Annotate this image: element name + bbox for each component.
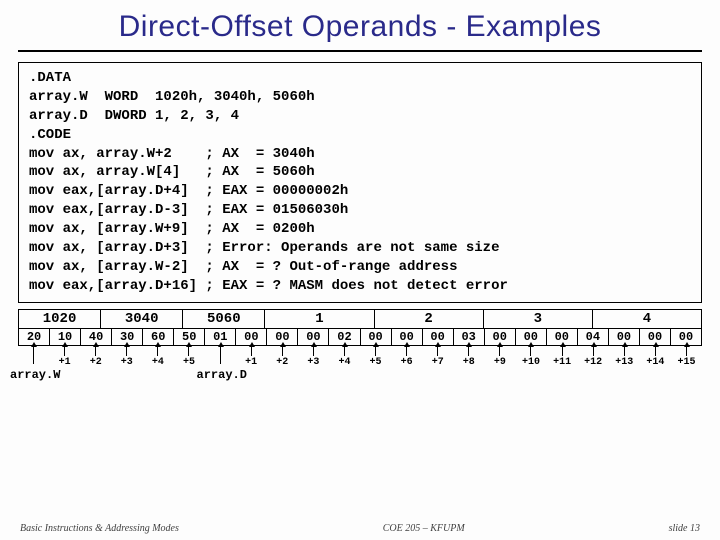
offset-label: +14	[640, 357, 671, 368]
offset-label: +5	[173, 357, 204, 368]
offset-label: +3	[111, 357, 142, 368]
offset-label: +1	[236, 357, 267, 368]
offset-label: +8	[453, 357, 484, 368]
offset-label: +9	[484, 357, 515, 368]
offset-label: +15	[671, 357, 702, 368]
footer: Basic Instructions & Addressing Modes CO…	[0, 523, 720, 534]
dword-cell: 1	[265, 310, 374, 328]
word-cell: 1020	[19, 310, 101, 328]
offset-pointer: +7	[422, 346, 453, 368]
offset-label: +7	[422, 357, 453, 368]
offset-label: +2	[80, 357, 111, 368]
footer-right: slide 13	[669, 523, 700, 534]
offset-label: +13	[609, 357, 640, 368]
offset-label: +2	[267, 357, 298, 368]
word-dword-row: 1020304050601234	[18, 309, 702, 329]
offset-pointer: +1	[236, 346, 267, 368]
offset-pointer: +14	[640, 346, 671, 368]
byte-row: 2010403060500100000002000000030000000400…	[18, 329, 702, 346]
offset-label: +6	[391, 357, 422, 368]
offset-pointer: +11	[547, 346, 578, 368]
memory-layout: 1020304050601234 20104030605001000000020…	[18, 309, 702, 346]
array-pointer	[205, 346, 236, 364]
offset-pointer: +8	[453, 346, 484, 368]
footer-center: COE 205 – KFUPM	[383, 523, 465, 534]
offset-pointer: +2	[267, 346, 298, 368]
offset-pointer: +5	[173, 346, 204, 368]
offset-label: +12	[578, 357, 609, 368]
offset-label: +3	[298, 357, 329, 368]
word-cell: 5060	[183, 310, 265, 328]
offset-label: +1	[49, 357, 80, 368]
offset-pointer: +6	[391, 346, 422, 368]
offset-pointer: +5	[360, 346, 391, 368]
offset-pointer: +3	[298, 346, 329, 368]
offset-pointer: +3	[111, 346, 142, 368]
word-cell: 3040	[101, 310, 183, 328]
offset-arrows: +1+2+3+4+5+1+2+3+4+5+6+7+8+9+10+11+12+13…	[18, 346, 702, 384]
arrayD-label: array.D	[197, 368, 247, 382]
code-block: .DATA array.W WORD 1020h, 3040h, 5060h a…	[18, 62, 702, 303]
slide-title: Direct-Offset Operands - Examples	[18, 0, 702, 52]
arrayW-label: array.W	[10, 368, 60, 382]
offset-label: +10	[515, 357, 546, 368]
offset-label: +11	[547, 357, 578, 368]
dword-cell: 3	[484, 310, 593, 328]
offset-label: +4	[142, 357, 173, 368]
offset-pointer: +10	[515, 346, 546, 368]
offset-pointer: +12	[578, 346, 609, 368]
offset-pointer: +2	[80, 346, 111, 368]
dword-cell: 2	[375, 310, 484, 328]
offset-pointer: +15	[671, 346, 702, 368]
offset-pointer: +4	[142, 346, 173, 368]
array-pointer	[18, 346, 49, 364]
offset-label: +5	[360, 357, 391, 368]
offset-pointer: +13	[609, 346, 640, 368]
dword-cell: 4	[593, 310, 701, 328]
offset-pointer: +9	[484, 346, 515, 368]
offset-pointer: +4	[329, 346, 360, 368]
offset-pointer: +1	[49, 346, 80, 368]
footer-left: Basic Instructions & Addressing Modes	[20, 523, 179, 534]
offset-label: +4	[329, 357, 360, 368]
